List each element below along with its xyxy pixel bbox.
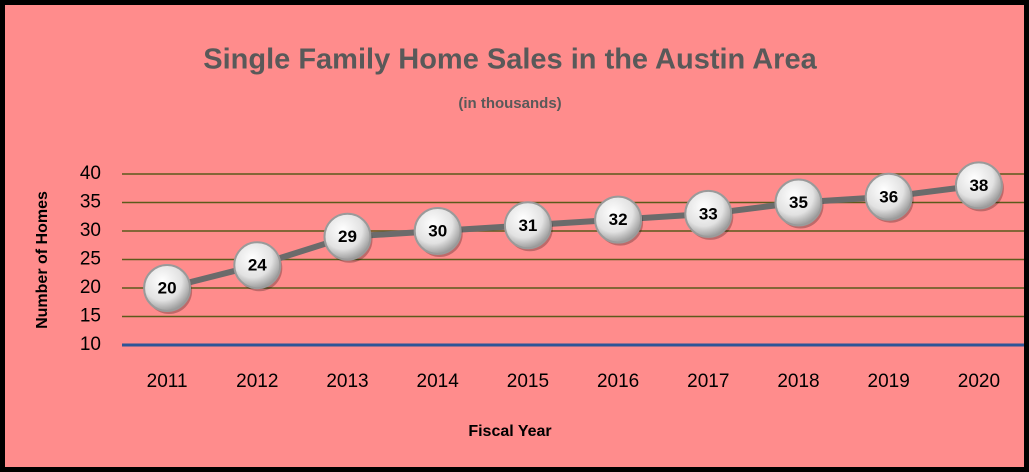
y-tick-label: 30 bbox=[80, 220, 101, 241]
chart-subtitle: (in thousands) bbox=[458, 95, 561, 112]
marker bbox=[503, 201, 552, 250]
x-tick-label: 2017 bbox=[687, 371, 729, 392]
x-tick-label: 2014 bbox=[417, 371, 460, 392]
data-label: 38 bbox=[969, 176, 988, 195]
y-tick-label: 40 bbox=[80, 163, 101, 184]
x-tick-label: 2016 bbox=[597, 371, 639, 392]
marker bbox=[684, 189, 733, 238]
y-tick-label: 25 bbox=[80, 249, 101, 270]
marker bbox=[594, 195, 643, 244]
marker bbox=[413, 207, 462, 255]
x-axis-label: Fiscal Year bbox=[468, 423, 551, 440]
data-label: 32 bbox=[609, 210, 628, 229]
marker bbox=[143, 264, 192, 312]
data-label: 20 bbox=[158, 278, 177, 297]
marker bbox=[954, 161, 1003, 210]
x-tick-label: 2012 bbox=[236, 371, 278, 392]
data-label: 35 bbox=[789, 193, 808, 212]
data-label: 36 bbox=[879, 187, 898, 206]
data-label: 30 bbox=[428, 221, 447, 240]
x-tick-label: 2013 bbox=[326, 371, 368, 392]
marker bbox=[864, 172, 913, 221]
data-label: 31 bbox=[518, 216, 537, 235]
x-tick-label: 2020 bbox=[958, 371, 1000, 392]
y-axis-label: Number of Homes bbox=[34, 191, 51, 329]
marker bbox=[774, 178, 823, 227]
y-tick-label: 35 bbox=[80, 192, 101, 213]
data-label: 33 bbox=[699, 204, 718, 223]
marker bbox=[233, 241, 282, 290]
x-tick-label: 2015 bbox=[507, 371, 549, 392]
chart-title: Single Family Home Sales in the Austin A… bbox=[203, 44, 817, 76]
y-tick-label: 15 bbox=[80, 306, 101, 327]
x-tick-label: 2011 bbox=[147, 371, 188, 392]
x-tick-label: 2018 bbox=[777, 371, 819, 392]
data-label: 24 bbox=[248, 256, 267, 275]
y-tick-label: 20 bbox=[80, 277, 101, 298]
marker bbox=[323, 212, 372, 261]
chart: Single Family Home Sales in the Austin A… bbox=[34, 44, 1024, 440]
x-tick-label: 2019 bbox=[868, 371, 910, 392]
data-label: 29 bbox=[338, 227, 357, 246]
y-tick-label: 10 bbox=[80, 334, 101, 355]
data-line bbox=[166, 182, 980, 291]
